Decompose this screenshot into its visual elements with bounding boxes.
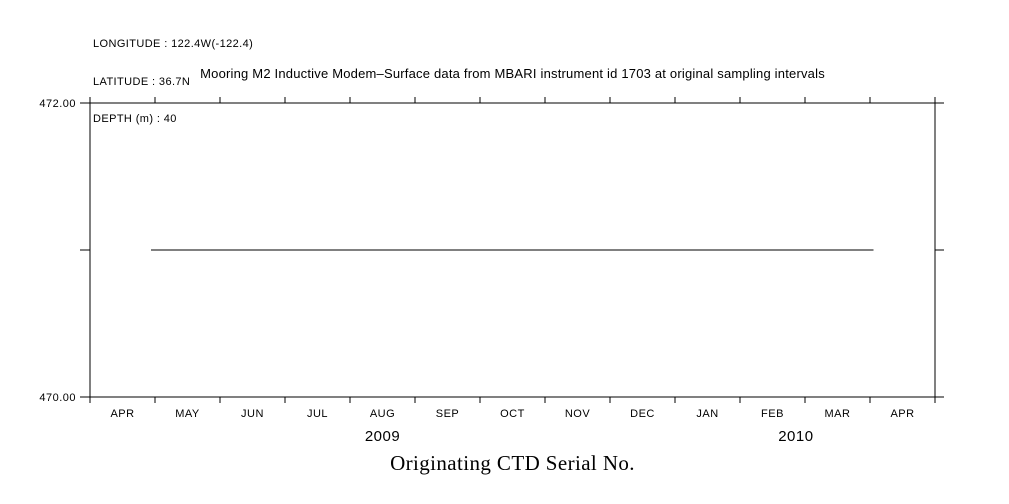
month-tick-label: MAR [825,408,851,420]
month-tick-label: JAN [696,408,718,420]
month-tick-label: SEP [436,408,460,420]
latitude-label: LATITUDE : 36.7N [93,75,191,88]
longitude-label: LONGITUDE : 122.4W(-122.4) [93,38,254,50]
month-tick-label: FEB [761,408,784,420]
month-tick-label: JUL [307,408,328,420]
bottom-axis-title: Originating CTD Serial No. [390,451,635,475]
station-info: LONGITUDE : 122.4W(-122.4) LATITUDE : 36… [93,13,253,151]
year-label: 2009 [365,428,400,445]
month-tick-label: APR [110,408,134,420]
month-tick-label: OCT [500,408,525,420]
month-tick-label: JUN [241,408,264,420]
year-label: 2010 [778,428,813,445]
y-tick-label: 470.00 [39,392,76,404]
depth-label: DEPTH (m) : 40 [93,113,177,125]
month-tick-label: AUG [370,408,395,420]
y-tick-label: 472.00 [39,98,76,110]
month-tick-label: DEC [630,408,655,420]
month-tick-label: APR [890,408,914,420]
month-tick-label: MAY [175,408,200,420]
chart-title: Mooring M2 Inductive Modem–Surface data … [200,66,825,81]
month-tick-label: NOV [565,408,591,420]
